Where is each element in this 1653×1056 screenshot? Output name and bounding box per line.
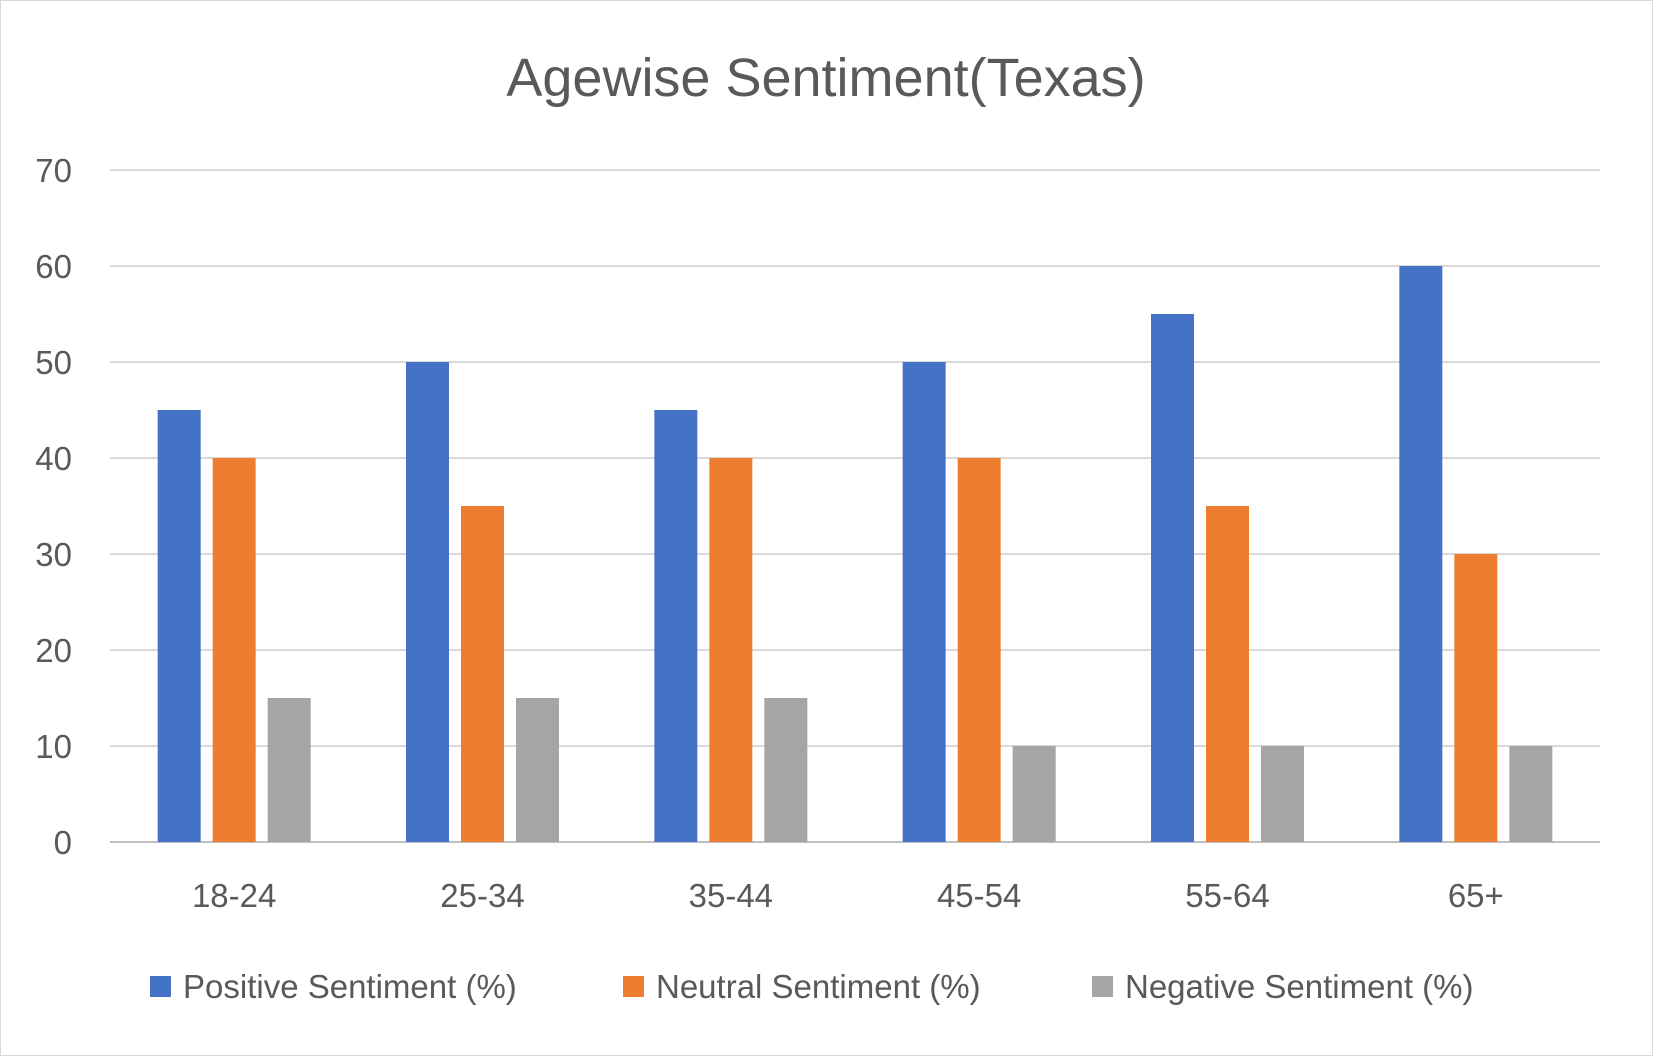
chart-title: Agewise Sentiment(Texas) bbox=[506, 48, 1145, 108]
bars bbox=[157, 266, 1553, 842]
x-axis-ticks: 18-24 25-34 35-44 45-54 55-64 65+ bbox=[192, 877, 1504, 914]
x-tick-label: 45-54 bbox=[937, 877, 1021, 914]
bar-positive-35-44 bbox=[654, 410, 698, 842]
bar-positive-18-24 bbox=[157, 410, 201, 842]
y-tick-label: 70 bbox=[35, 152, 72, 189]
y-tick-label: 0 bbox=[54, 824, 72, 861]
bar-neutral-55-64 bbox=[1206, 506, 1249, 842]
bar-positive-55-64 bbox=[1151, 314, 1194, 842]
bar-negative-18-24 bbox=[267, 698, 311, 842]
legend-label-neutral: Neutral Sentiment (%) bbox=[656, 968, 981, 1005]
y-tick-label: 10 bbox=[35, 728, 72, 765]
bar-positive-45-54 bbox=[902, 362, 946, 842]
legend-swatch-positive bbox=[150, 976, 171, 997]
x-tick-label: 25-34 bbox=[440, 877, 524, 914]
legend-label-negative: Negative Sentiment (%) bbox=[1125, 968, 1473, 1005]
x-tick-label: 55-64 bbox=[1185, 877, 1269, 914]
bar-neutral-35-44 bbox=[709, 458, 753, 842]
bar-negative-65+ bbox=[1509, 746, 1553, 842]
y-tick-label: 40 bbox=[35, 440, 72, 477]
y-tick-label: 30 bbox=[35, 536, 72, 573]
x-tick-label: 65+ bbox=[1448, 877, 1504, 914]
gridlines bbox=[110, 169, 1600, 843]
y-tick-label: 60 bbox=[35, 248, 72, 285]
y-axis-ticks: 0 10 20 30 40 50 60 70 bbox=[35, 152, 72, 861]
bar-neutral-45-54 bbox=[957, 458, 1001, 842]
bar-negative-35-44 bbox=[764, 698, 808, 842]
legend-swatch-neutral bbox=[623, 976, 644, 997]
bar-neutral-18-24 bbox=[212, 458, 256, 842]
bar-positive-65+ bbox=[1399, 266, 1443, 842]
x-tick-label: 35-44 bbox=[689, 877, 773, 914]
legend-label-positive: Positive Sentiment (%) bbox=[183, 968, 517, 1005]
legend-swatch-negative bbox=[1092, 976, 1113, 997]
y-tick-label: 50 bbox=[35, 344, 72, 381]
bar-negative-25-34 bbox=[516, 698, 559, 842]
bar-positive-25-34 bbox=[406, 362, 449, 842]
y-tick-label: 20 bbox=[35, 632, 72, 669]
bar-negative-45-54 bbox=[1012, 746, 1056, 842]
x-tick-label: 18-24 bbox=[192, 877, 276, 914]
bar-neutral-25-34 bbox=[461, 506, 504, 842]
bar-neutral-65+ bbox=[1454, 554, 1498, 842]
legend: Positive Sentiment (%) Neutral Sentiment … bbox=[150, 968, 1473, 1005]
bar-negative-55-64 bbox=[1261, 746, 1304, 842]
